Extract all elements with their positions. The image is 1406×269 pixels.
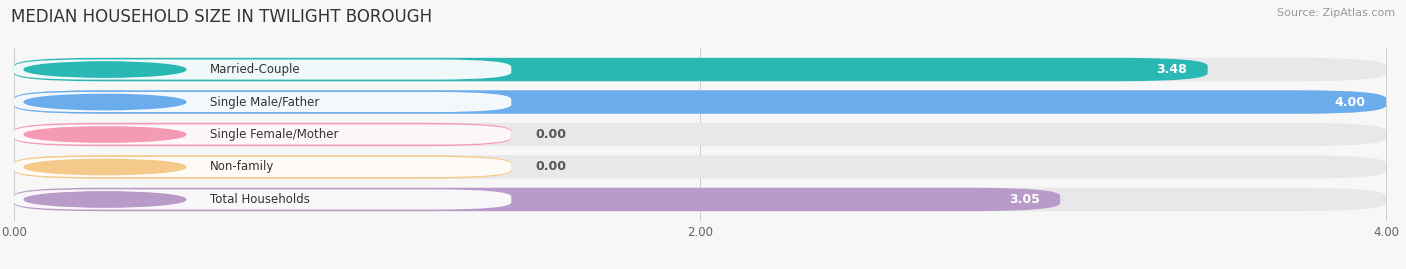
FancyBboxPatch shape	[14, 90, 1386, 114]
Text: Married-Couple: Married-Couple	[209, 63, 301, 76]
Text: Single Male/Father: Single Male/Father	[209, 95, 319, 108]
FancyBboxPatch shape	[14, 92, 512, 112]
FancyBboxPatch shape	[14, 125, 512, 144]
Circle shape	[24, 94, 186, 110]
FancyBboxPatch shape	[14, 59, 512, 80]
Text: 4.00: 4.00	[1334, 95, 1365, 108]
Circle shape	[24, 62, 186, 77]
Text: Source: ZipAtlas.com: Source: ZipAtlas.com	[1277, 8, 1395, 18]
Circle shape	[24, 127, 186, 142]
FancyBboxPatch shape	[14, 90, 1386, 114]
FancyBboxPatch shape	[14, 188, 1060, 211]
Circle shape	[24, 159, 186, 175]
FancyBboxPatch shape	[14, 123, 512, 146]
Text: 3.48: 3.48	[1156, 63, 1187, 76]
Text: 0.00: 0.00	[536, 161, 567, 174]
Text: 0.00: 0.00	[536, 128, 567, 141]
Circle shape	[24, 192, 186, 207]
FancyBboxPatch shape	[14, 155, 512, 179]
FancyBboxPatch shape	[14, 188, 1386, 211]
FancyBboxPatch shape	[14, 155, 1386, 179]
FancyBboxPatch shape	[14, 58, 1386, 81]
Text: MEDIAN HOUSEHOLD SIZE IN TWILIGHT BOROUGH: MEDIAN HOUSEHOLD SIZE IN TWILIGHT BOROUG…	[11, 8, 433, 26]
Text: Single Female/Mother: Single Female/Mother	[209, 128, 339, 141]
Text: 3.05: 3.05	[1008, 193, 1039, 206]
FancyBboxPatch shape	[14, 123, 1386, 146]
FancyBboxPatch shape	[14, 58, 1208, 81]
FancyBboxPatch shape	[14, 189, 512, 210]
Text: Total Households: Total Households	[209, 193, 309, 206]
FancyBboxPatch shape	[14, 157, 512, 177]
Text: Non-family: Non-family	[209, 161, 274, 174]
